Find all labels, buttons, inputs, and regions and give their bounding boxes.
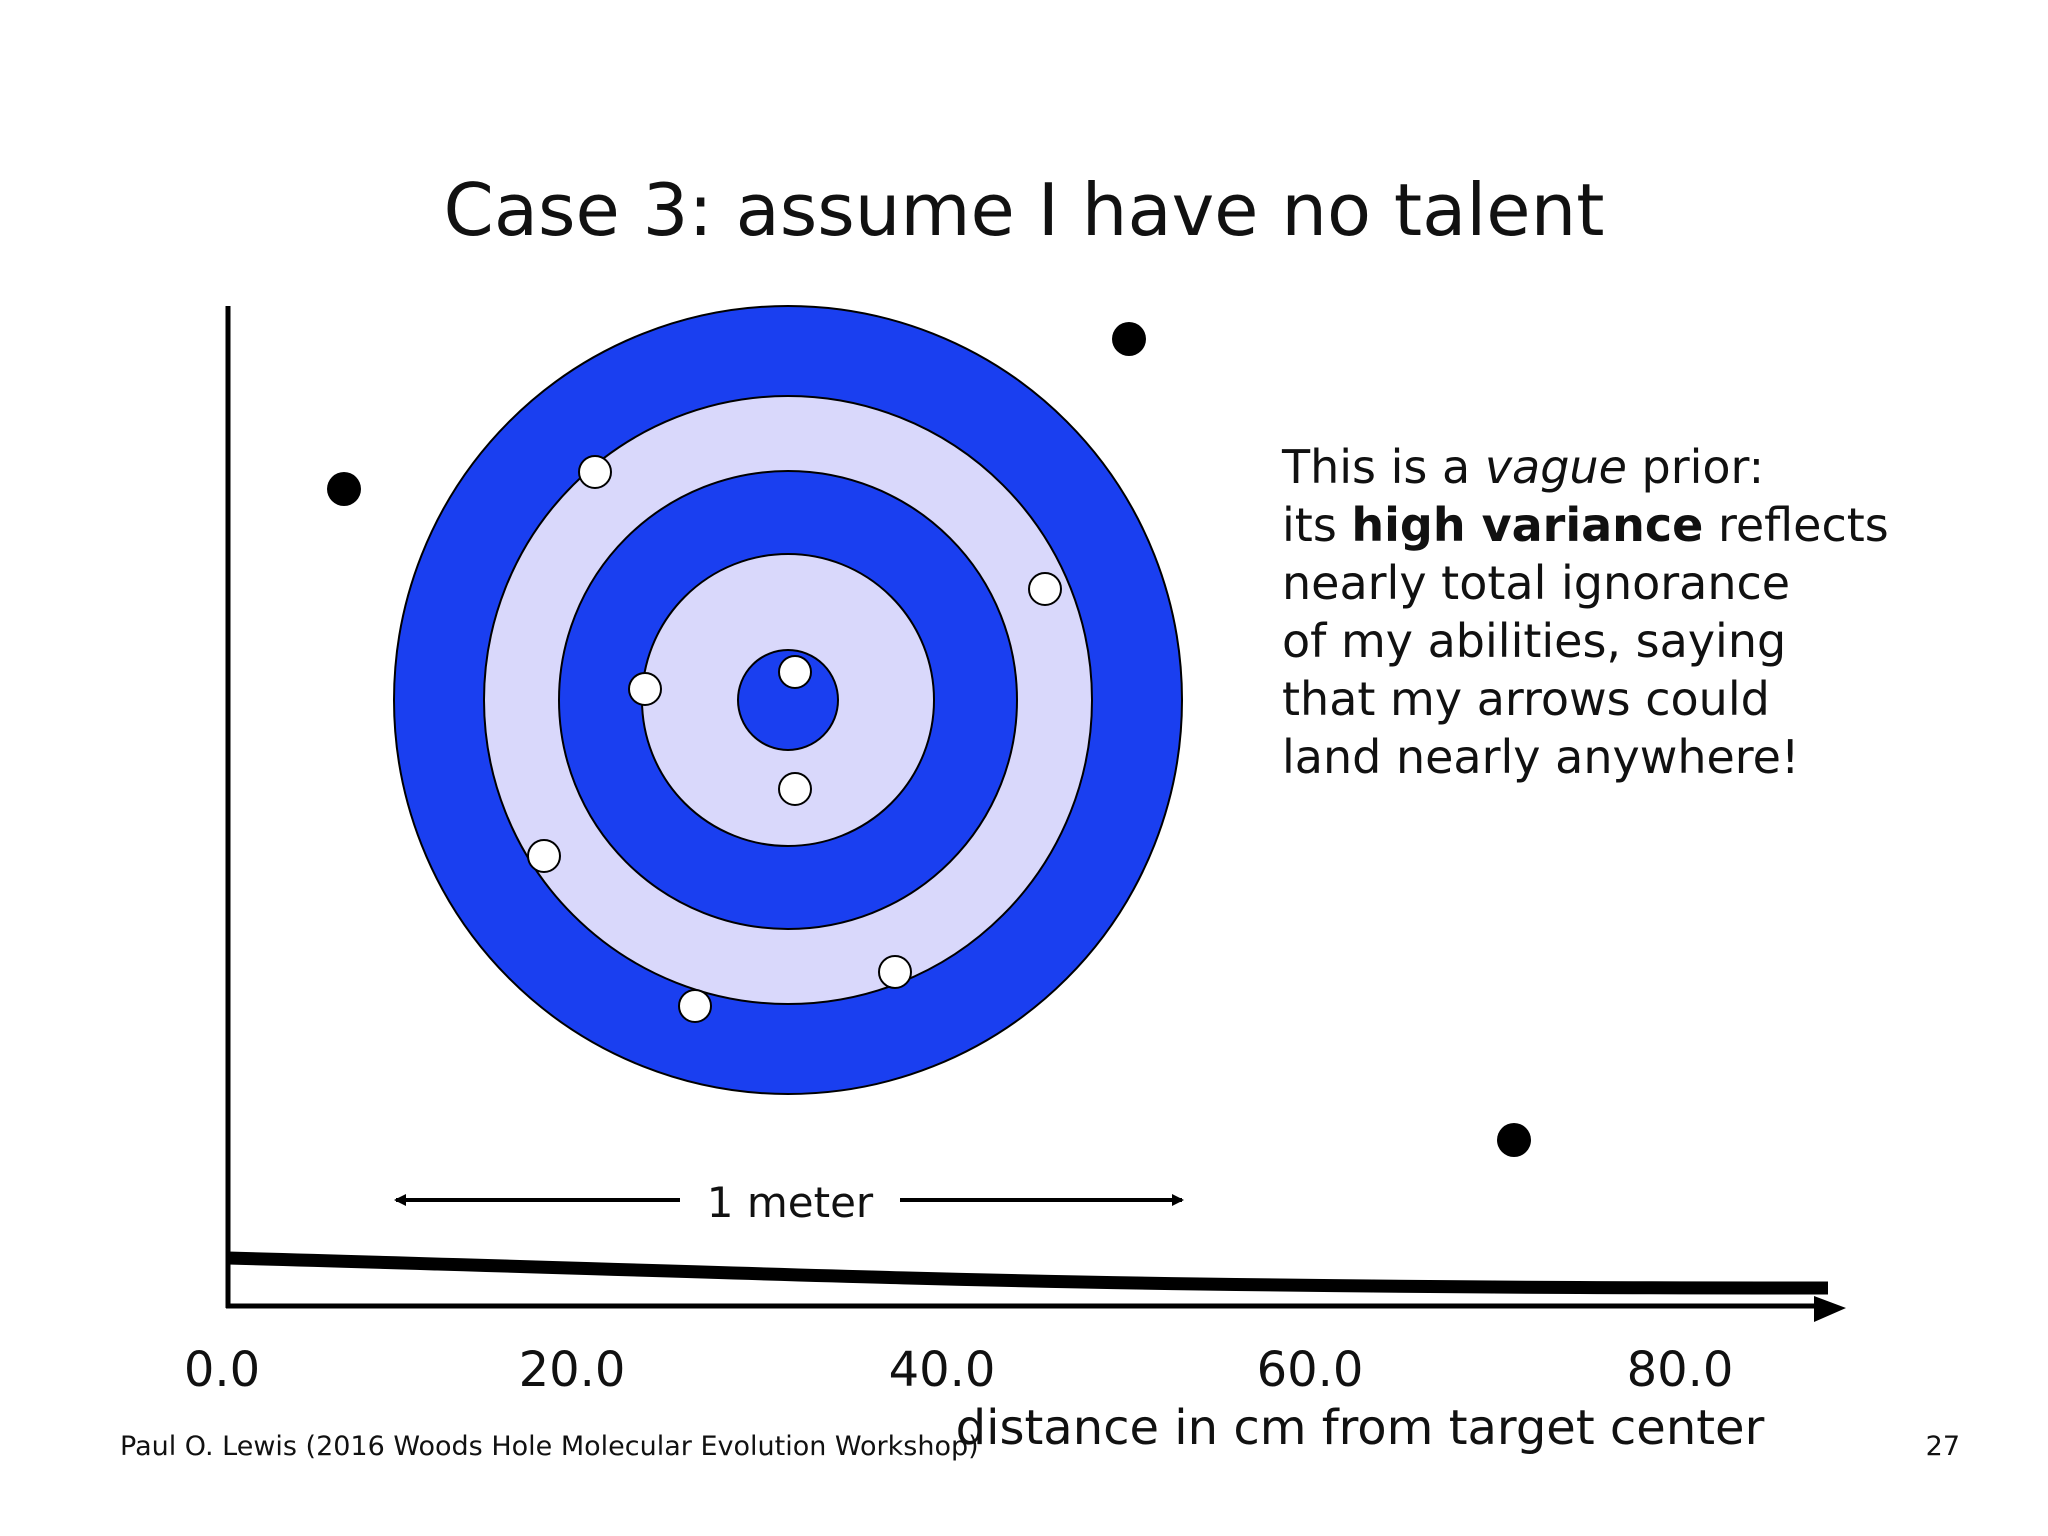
note-line-6: land nearly anywhere! (1282, 730, 1800, 784)
note-line-2: its high variance reflects (1282, 496, 2002, 554)
arrow-hit (578, 455, 612, 489)
x-tick-label: 80.0 (1626, 1342, 1734, 1398)
arrow-hit (778, 772, 812, 806)
arrow-miss (1112, 322, 1146, 356)
arrow-misses (327, 322, 1531, 1157)
x-axis-label: distance in cm from target center (955, 1400, 1765, 1456)
note-bold: high variance (1351, 498, 1704, 552)
target (393, 305, 1183, 1095)
x-axis-arrowhead (1814, 1296, 1846, 1322)
note-text: prior: (1626, 440, 1765, 494)
note-line-3: nearly total ignorance (1282, 556, 1791, 610)
note-emphasis: vague (1484, 440, 1627, 494)
page-number: 27 (1925, 1431, 1960, 1462)
note-text: This is a (1282, 440, 1485, 494)
arrow-hit (628, 672, 662, 706)
x-tick-label: 40.0 (888, 1342, 996, 1398)
arrow-hits (527, 455, 1062, 1023)
scale-bar-label: 1 meter (680, 1176, 900, 1230)
arrow-hit (678, 989, 712, 1023)
x-tick-label: 20.0 (518, 1342, 626, 1398)
note-line-1: This is a vague prior: (1282, 438, 2002, 496)
arrow-miss (1497, 1123, 1531, 1157)
arrow-miss (327, 472, 361, 506)
arrow-hit (1028, 572, 1062, 606)
axes (225, 306, 1846, 1322)
footer-credit: Paul O. Lewis (2016 Woods Hole Molecular… (120, 1431, 979, 1462)
arrow-hit (527, 839, 561, 873)
arrow-hit (878, 955, 912, 989)
note-line-5: that my arrows could (1282, 672, 1770, 726)
note-line-4: of my abilities, saying (1282, 614, 1787, 668)
prior-density-curve (227, 1251, 1829, 1295)
arrow-hit (778, 655, 812, 689)
target-bullseye (737, 649, 839, 751)
x-tick-label: 60.0 (1256, 1342, 1364, 1398)
note-text: its (1282, 498, 1352, 552)
note-text: reflects (1703, 498, 1889, 552)
vague-prior-note: This is a vague prior: its high variance… (1282, 438, 2002, 786)
slide-title: Case 3: assume I have no talent (443, 168, 1605, 252)
x-tick-label: 0.0 (183, 1342, 261, 1398)
